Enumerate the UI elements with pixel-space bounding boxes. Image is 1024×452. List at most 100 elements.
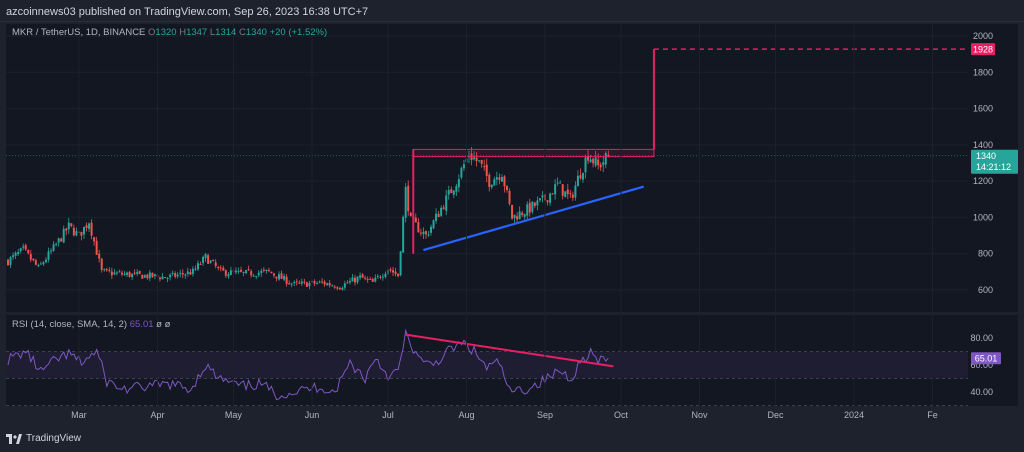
candle-body: [321, 281, 324, 283]
candle-body: [118, 271, 121, 273]
candle-body: [409, 212, 412, 217]
candle-body: [369, 278, 372, 280]
price-tick-label: 1600: [973, 104, 993, 114]
candle-body: [75, 230, 78, 236]
rsi-line: [7, 328, 609, 401]
candle-body: [404, 186, 407, 218]
candle-body: [597, 159, 600, 166]
candle-body: [313, 281, 316, 284]
rsi-value-tag: [971, 352, 1001, 365]
candle-body: [351, 277, 354, 282]
candle-body: [131, 273, 134, 278]
candle-body: [551, 193, 554, 195]
axis-layer: 6008001000120014001600180020001928134014…: [71, 24, 1018, 420]
candle-body: [371, 279, 374, 282]
candle-body: [523, 214, 526, 217]
candle-body: [290, 283, 293, 285]
candle-body: [427, 234, 430, 236]
candle-body: [293, 282, 296, 284]
candle-body: [447, 189, 450, 195]
candle-body: [326, 283, 329, 286]
low-value: 1314: [215, 27, 237, 38]
candle-body: [528, 202, 531, 213]
candle-body: [47, 251, 50, 260]
candle-body: [136, 271, 139, 274]
candle-body: [250, 271, 253, 276]
candle-body: [460, 167, 463, 178]
candle-body: [295, 281, 298, 283]
candle-body: [60, 238, 63, 242]
candle-body: [100, 258, 103, 270]
candle-body: [82, 226, 85, 235]
candle-body: [602, 162, 605, 166]
candle-body: [505, 186, 508, 191]
candle-body: [503, 176, 506, 187]
high-value: 1347: [186, 27, 208, 38]
price-tick-label: 1200: [973, 176, 993, 186]
candle-body: [52, 244, 55, 251]
high-label: H: [179, 27, 187, 38]
candle-body: [452, 190, 455, 195]
candle-body: [480, 160, 483, 164]
close-label: C: [238, 27, 246, 38]
change-value: +20 (+1.52%): [269, 27, 328, 38]
candle-body: [247, 269, 250, 271]
candle-body: [599, 164, 602, 168]
candle-body: [473, 157, 476, 160]
tradingview-brand[interactable]: TradingView: [6, 431, 81, 447]
rsi-legend[interactable]: RSI (14, close, SMA, 14, 2) 65.01 ø ø: [12, 319, 170, 331]
candle-body: [450, 189, 453, 194]
rsi-na-2: ø: [164, 319, 171, 330]
candle-body: [105, 269, 108, 271]
candle-body: [72, 227, 75, 236]
candle-body: [516, 216, 519, 220]
candle-body: [240, 269, 243, 272]
candle-body: [336, 287, 339, 289]
candle-body: [67, 222, 70, 230]
candle-body: [229, 270, 232, 276]
candle-body: [366, 278, 369, 280]
target-price-tag: [971, 43, 995, 56]
candle-body: [14, 252, 17, 256]
candle-body: [245, 270, 248, 274]
candle-body: [488, 174, 491, 187]
candle-body: [526, 204, 529, 216]
low-label: L: [209, 27, 216, 38]
candle-body: [108, 269, 111, 271]
candle-body: [88, 223, 91, 229]
candle-body: [194, 268, 197, 270]
candle-body: [257, 272, 260, 276]
candle-body: [93, 237, 96, 242]
symbol-name[interactable]: MKR / TetherUS, 1D, BINANCE: [12, 27, 146, 38]
candle-body: [414, 217, 417, 223]
rsi-title[interactable]: RSI (14, close, SMA, 14, 2): [12, 319, 128, 330]
open-label: O: [148, 27, 156, 38]
price-tick-label: 1800: [973, 67, 993, 77]
time-tick-label: Dec: [767, 410, 784, 420]
candle-body: [217, 266, 220, 268]
candle-body: [419, 232, 422, 234]
time-tick-label: Jun: [305, 410, 320, 420]
candle-body: [189, 272, 192, 275]
candle-body: [212, 260, 215, 262]
candle-body: [242, 272, 245, 274]
candle-body: [607, 154, 610, 156]
candle-body: [394, 271, 397, 274]
candle-body: [9, 257, 12, 266]
candle-body: [435, 213, 438, 221]
candle-body: [584, 157, 587, 173]
time-tick-label: Sep: [537, 410, 553, 420]
candle-body: [171, 272, 174, 274]
candle-body: [561, 184, 564, 196]
candle-body: [80, 231, 83, 236]
candle-body: [110, 271, 113, 276]
candle-body: [24, 245, 27, 250]
symbol-legend[interactable]: MKR / TetherUS, 1D, BINANCE O1320 H1347 …: [12, 27, 327, 39]
candle-body: [538, 198, 541, 201]
candle-body: [587, 155, 590, 161]
candle-body: [513, 214, 516, 219]
candle-body: [376, 276, 379, 278]
candle-body: [495, 177, 498, 180]
brand-name: TradingView: [26, 433, 82, 444]
